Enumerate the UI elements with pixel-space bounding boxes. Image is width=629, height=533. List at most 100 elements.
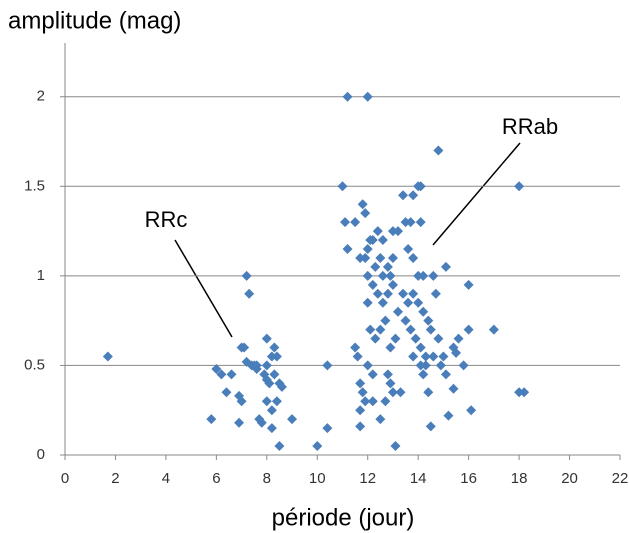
data-point (340, 217, 351, 228)
data-point (387, 226, 398, 237)
data-point (377, 270, 388, 281)
data-point (435, 360, 446, 371)
data-point (514, 387, 525, 398)
data-point (408, 351, 419, 362)
data-point (453, 333, 464, 344)
data-point (274, 441, 285, 452)
data-point (430, 288, 441, 299)
x-tick-label: 20 (561, 470, 578, 487)
data-point (382, 288, 393, 299)
data-point (271, 396, 282, 407)
data-point (418, 270, 429, 281)
data-point (271, 351, 282, 362)
data-point (269, 369, 280, 380)
data-point (234, 390, 245, 401)
data-point (352, 351, 363, 362)
data-point (234, 417, 245, 428)
data-point (408, 252, 419, 263)
annotation: RRab (502, 114, 558, 139)
data-point (514, 181, 525, 192)
data-point (519, 387, 530, 398)
data-point (385, 378, 396, 389)
data-point (385, 342, 396, 353)
data-point (415, 217, 426, 228)
data-point (393, 306, 403, 317)
data-point (367, 396, 378, 407)
data-point (415, 342, 426, 353)
data-point (372, 288, 383, 299)
data-point (261, 396, 272, 407)
data-point (365, 235, 376, 246)
data-point (405, 217, 416, 228)
data-point (360, 252, 371, 263)
data-point (216, 369, 227, 380)
y-axis-label: amplitude (mag) (8, 7, 181, 34)
data-point (337, 181, 348, 192)
annotation-line (432, 142, 521, 246)
data-point (322, 423, 333, 434)
data-point (413, 270, 424, 281)
data-point (380, 315, 391, 326)
data-point (433, 333, 444, 344)
data-point (276, 381, 287, 392)
data-point (226, 369, 237, 380)
data-point (403, 297, 414, 308)
data-point (350, 217, 361, 228)
data-point (342, 244, 353, 254)
data-point (398, 190, 409, 201)
data-point (382, 261, 393, 272)
data-point (420, 351, 431, 362)
data-point (382, 369, 393, 380)
data-point (438, 351, 449, 362)
data-point (287, 414, 298, 425)
data-point (408, 288, 419, 299)
data-point (362, 297, 373, 308)
data-point (261, 360, 272, 371)
data-point (221, 387, 232, 398)
data-point (362, 270, 373, 281)
data-point (418, 369, 429, 380)
x-tick-label: 22 (612, 470, 629, 487)
data-point (251, 360, 262, 371)
data-point (425, 324, 436, 335)
data-point (393, 226, 403, 237)
data-point (420, 360, 431, 371)
data-point (355, 405, 366, 416)
data-point (405, 324, 416, 335)
data-point (387, 387, 398, 398)
data-point (377, 297, 388, 308)
data-point (418, 306, 429, 317)
data-point (428, 270, 439, 281)
data-point (403, 244, 414, 254)
data-point (355, 252, 366, 263)
data-point (458, 360, 469, 371)
data-point (408, 190, 419, 201)
data-point (372, 226, 383, 237)
data-point (423, 387, 434, 398)
data-point (400, 217, 411, 228)
data-point (451, 347, 462, 358)
data-point (380, 396, 391, 407)
data-point (423, 315, 434, 326)
data-point (367, 369, 378, 380)
data-point (443, 410, 454, 421)
data-point (367, 279, 378, 290)
data-point (355, 378, 366, 389)
x-tick-label: 18 (511, 470, 528, 487)
data-point (377, 235, 388, 246)
data-point (413, 297, 424, 308)
data-point (365, 324, 376, 335)
data-point (375, 324, 386, 335)
annotation: RRc (145, 207, 188, 232)
y-tick-label: 0.5 (24, 356, 45, 373)
data-point (415, 360, 426, 371)
y-tick-label: 1 (37, 267, 45, 284)
data-point (256, 417, 267, 428)
data-point (357, 387, 368, 398)
data-point (266, 351, 277, 362)
data-point (466, 405, 477, 416)
data-point (428, 351, 439, 362)
data-point (375, 414, 386, 425)
x-tick-label: 14 (410, 470, 427, 487)
